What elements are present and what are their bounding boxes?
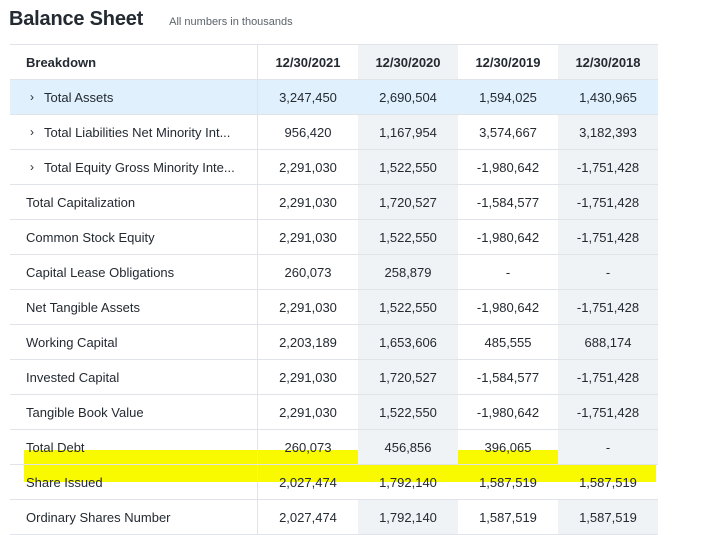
table-row: Total Capitalization 2,291,030 1,720,527… xyxy=(10,185,658,220)
table-row: Ordinary Shares Number 2,027,474 1,792,1… xyxy=(10,500,658,535)
table-row: Total Debt 260,073 456,856 396,065 - xyxy=(10,430,658,465)
table-cell: 1,167,954 xyxy=(358,115,458,149)
balance-sheet-table: Breakdown 12/30/2021 12/30/2020 12/30/20… xyxy=(10,44,658,535)
table-cell: 2,291,030 xyxy=(279,404,337,420)
table-cell: -1,751,428 xyxy=(558,185,658,219)
table-cell: -1,584,577 xyxy=(476,194,540,210)
table-cell: 1,522,550 xyxy=(358,150,458,184)
table-cell: -1,751,428 xyxy=(558,220,658,254)
table-cell: 1,720,527 xyxy=(358,360,458,394)
table-cell: 260,073 xyxy=(284,439,332,455)
table-cell: 2,027,474 xyxy=(279,509,337,525)
table-cell: 2,291,030 xyxy=(279,229,337,245)
table-cell: -1,751,428 xyxy=(558,290,658,324)
table-row: Tangible Book Value 2,291,030 1,522,550 … xyxy=(10,395,658,430)
table-cell: -1,751,428 xyxy=(558,150,658,184)
table-cell: 2,291,030 xyxy=(279,159,337,175)
row-label: Common Stock Equity xyxy=(10,220,258,254)
table-cell: - xyxy=(558,255,658,289)
table-cell: -1,980,642 xyxy=(476,229,540,245)
column-header-date: 12/30/2020 xyxy=(358,45,458,79)
row-label: Ordinary Shares Number xyxy=(10,500,258,534)
table-row-total-assets[interactable]: › Total Assets 3,247,450 2,690,504 1,594,… xyxy=(10,80,658,115)
table-cell: 1,792,140 xyxy=(358,500,458,534)
row-label: Total Debt xyxy=(10,430,258,464)
table-cell: 456,856 xyxy=(358,430,458,464)
table-cell: 396,065 xyxy=(484,439,532,455)
table-row: Invested Capital 2,291,030 1,720,527 -1,… xyxy=(10,360,658,395)
column-header-date: 12/30/2021 xyxy=(275,54,341,70)
table-cell: 1,587,519 xyxy=(479,509,537,525)
table-cell: 2,291,030 xyxy=(279,194,337,210)
table-cell: 260,073 xyxy=(284,264,332,280)
table-cell: -1,751,428 xyxy=(558,395,658,429)
row-label: Share Issued xyxy=(10,465,258,499)
table-cell: -1,584,577 xyxy=(476,369,540,385)
row-label: Working Capital xyxy=(10,325,258,359)
table-cell: 1,792,140 xyxy=(379,474,437,490)
chevron-right-icon[interactable]: › xyxy=(30,125,34,139)
table-cell: 1,587,519 xyxy=(479,474,537,490)
table-cell: 2,027,474 xyxy=(279,474,337,490)
table-cell: 1,522,550 xyxy=(358,220,458,254)
table-cell: 3,574,667 xyxy=(479,124,537,140)
table-cell: 1,587,519 xyxy=(579,474,637,490)
table-cell: 3,182,393 xyxy=(558,115,658,149)
table-cell: -1,751,428 xyxy=(558,360,658,394)
table-cell: 1,522,550 xyxy=(358,395,458,429)
table-cell: 2,291,030 xyxy=(279,369,337,385)
table-row: Net Tangible Assets 2,291,030 1,522,550 … xyxy=(10,290,658,325)
table-row-share-issued: Share Issued 2,027,474 1,792,140 1,587,5… xyxy=(10,465,658,500)
table-row-total-equity[interactable]: › Total Equity Gross Minority Inte... 2,2… xyxy=(10,150,658,185)
row-label[interactable]: › Total Assets xyxy=(10,80,258,114)
row-label[interactable]: › Total Liabilities Net Minority Int... xyxy=(10,115,258,149)
table-row-total-liabilities[interactable]: › Total Liabilities Net Minority Int... 9… xyxy=(10,115,658,150)
table-cell: 1,430,965 xyxy=(558,80,658,114)
page-title: Balance Sheet xyxy=(9,8,144,30)
table-cell: 1,522,550 xyxy=(358,290,458,324)
table-cell: -1,980,642 xyxy=(476,159,540,175)
table-cell: 2,291,030 xyxy=(279,299,337,315)
table-cell: -1,980,642 xyxy=(476,299,540,315)
units-note: All numbers in thousands xyxy=(169,16,293,28)
row-label: Net Tangible Assets xyxy=(10,290,258,324)
table-cell: 1,720,527 xyxy=(358,185,458,219)
table-cell: -1,980,642 xyxy=(476,404,540,420)
table-cell: 258,879 xyxy=(358,255,458,289)
table-cell: 2,203,189 xyxy=(279,334,337,350)
row-label: Invested Capital xyxy=(10,360,258,394)
chevron-right-icon[interactable]: › xyxy=(30,90,34,104)
table-cell: - xyxy=(558,430,658,464)
column-header-breakdown: Breakdown xyxy=(10,45,258,79)
table-cell: 2,690,504 xyxy=(358,80,458,114)
table-row: Common Stock Equity 2,291,030 1,522,550 … xyxy=(10,220,658,255)
column-header-date: 12/30/2019 xyxy=(475,54,541,70)
table-cell: 1,653,606 xyxy=(358,325,458,359)
table-cell: 1,594,025 xyxy=(479,89,537,105)
chevron-right-icon[interactable]: › xyxy=(30,160,34,174)
table-row: Working Capital 2,203,189 1,653,606 485,… xyxy=(10,325,658,360)
row-label: Capital Lease Obligations xyxy=(10,255,258,289)
table-cell: 1,587,519 xyxy=(558,500,658,534)
row-label: Total Capitalization xyxy=(10,185,258,219)
header: Balance Sheet All numbers in thousands xyxy=(9,8,293,36)
table-cell: 485,555 xyxy=(484,334,532,350)
column-header-date: 12/30/2018 xyxy=(558,45,658,79)
table-row: Capital Lease Obligations 260,073 258,87… xyxy=(10,255,658,290)
table-cell: 688,174 xyxy=(558,325,658,359)
table-cell: 3,247,450 xyxy=(279,89,337,105)
row-label: Tangible Book Value xyxy=(10,395,258,429)
table-header-row: Breakdown 12/30/2021 12/30/2020 12/30/20… xyxy=(10,45,658,80)
row-label[interactable]: › Total Equity Gross Minority Inte... xyxy=(10,150,258,184)
table-cell: 956,420 xyxy=(284,124,332,140)
table-cell: - xyxy=(505,264,511,280)
